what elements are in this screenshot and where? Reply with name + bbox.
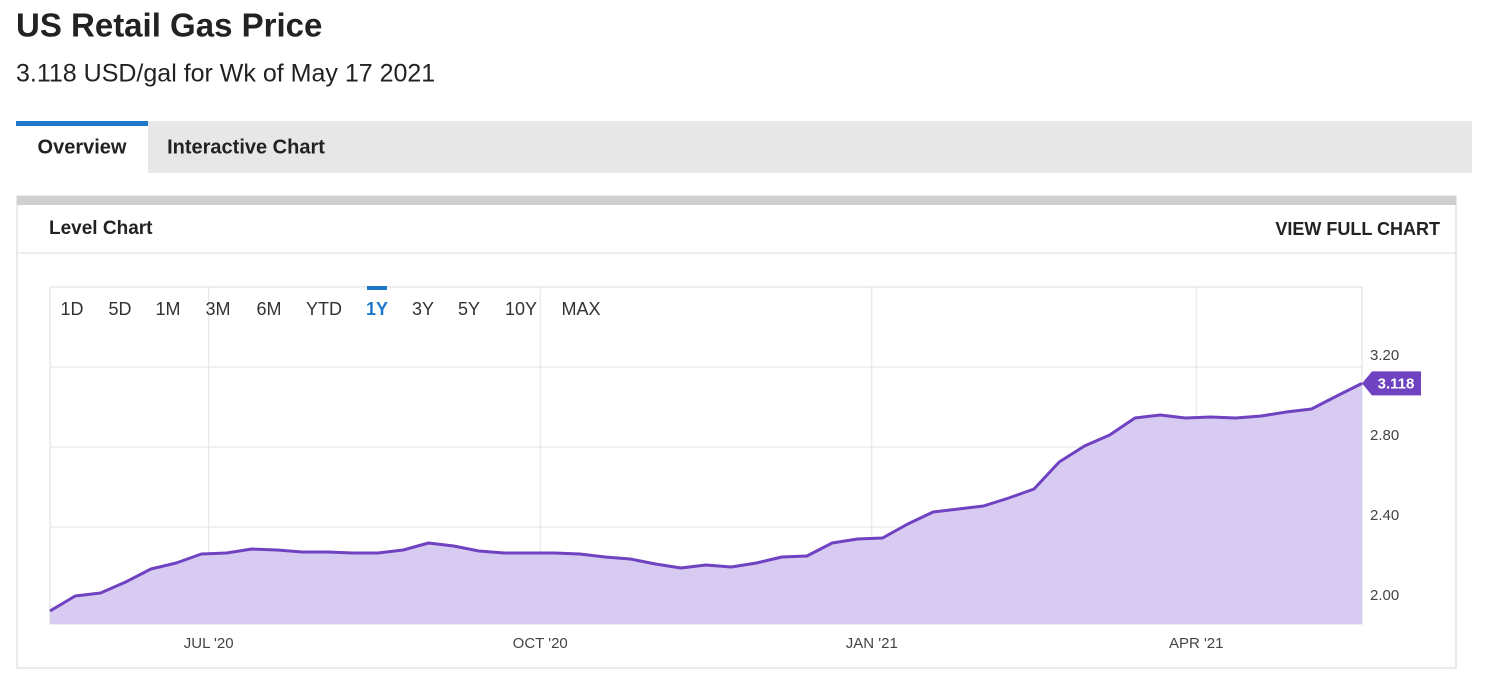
tabs: Overview Interactive Chart: [16, 121, 325, 173]
last-value-label: 3.118: [1378, 375, 1415, 392]
tab-indicator: [16, 121, 148, 126]
view-full-chart[interactable]: VIEW FULL CHART: [1275, 219, 1440, 239]
x-tick-label: OCT '20: [513, 635, 568, 652]
tab[interactable]: Interactive Chart: [167, 136, 325, 158]
range-button[interactable]: 10Y: [505, 299, 537, 319]
y-tick-label: 3.20: [1370, 347, 1399, 364]
range-button[interactable]: YTD: [306, 299, 342, 319]
range-button[interactable]: 1Y: [366, 299, 388, 319]
panel-title: Level Chart: [49, 218, 153, 239]
tab[interactable]: Overview: [38, 136, 127, 158]
panel-top-bar: [17, 196, 1456, 205]
range-button[interactable]: MAX: [561, 299, 600, 319]
range-button[interactable]: 1D: [60, 299, 83, 319]
x-tick-label: JUL '20: [184, 635, 234, 652]
line: [49, 382, 1363, 613]
tab-background: [16, 121, 148, 173]
area: [50, 383, 1362, 624]
page-title: US Retail Gas Price: [16, 7, 322, 44]
y-tick-label: 2.80: [1370, 427, 1399, 444]
range-button[interactable]: 3Y: [412, 299, 434, 319]
page-subtitle: 3.118 USD/gal for Wk of May 17 2021: [16, 60, 435, 88]
range-button[interactable]: 3M: [205, 299, 230, 319]
range-button[interactable]: 5D: [108, 299, 131, 319]
range-button[interactable]: 1M: [155, 299, 180, 319]
plot: 3.118: [49, 371, 1421, 624]
range-button[interactable]: 6M: [256, 299, 281, 319]
y-tick-label: 2.00: [1370, 587, 1399, 604]
x-tick-label: APR '21: [1169, 635, 1224, 652]
x-tick-label: JAN '21: [846, 635, 898, 652]
range-indicator: [367, 286, 387, 290]
range-buttons: 1D 5D 1M 3M 6M YTD 1Y 3Y 5Y 10Y MAX: [60, 286, 601, 319]
tab-bar: [16, 121, 1472, 173]
y-tick-label: 2.40: [1370, 507, 1399, 524]
last-value-tag: [1362, 371, 1421, 396]
range-button[interactable]: 5Y: [458, 299, 480, 319]
